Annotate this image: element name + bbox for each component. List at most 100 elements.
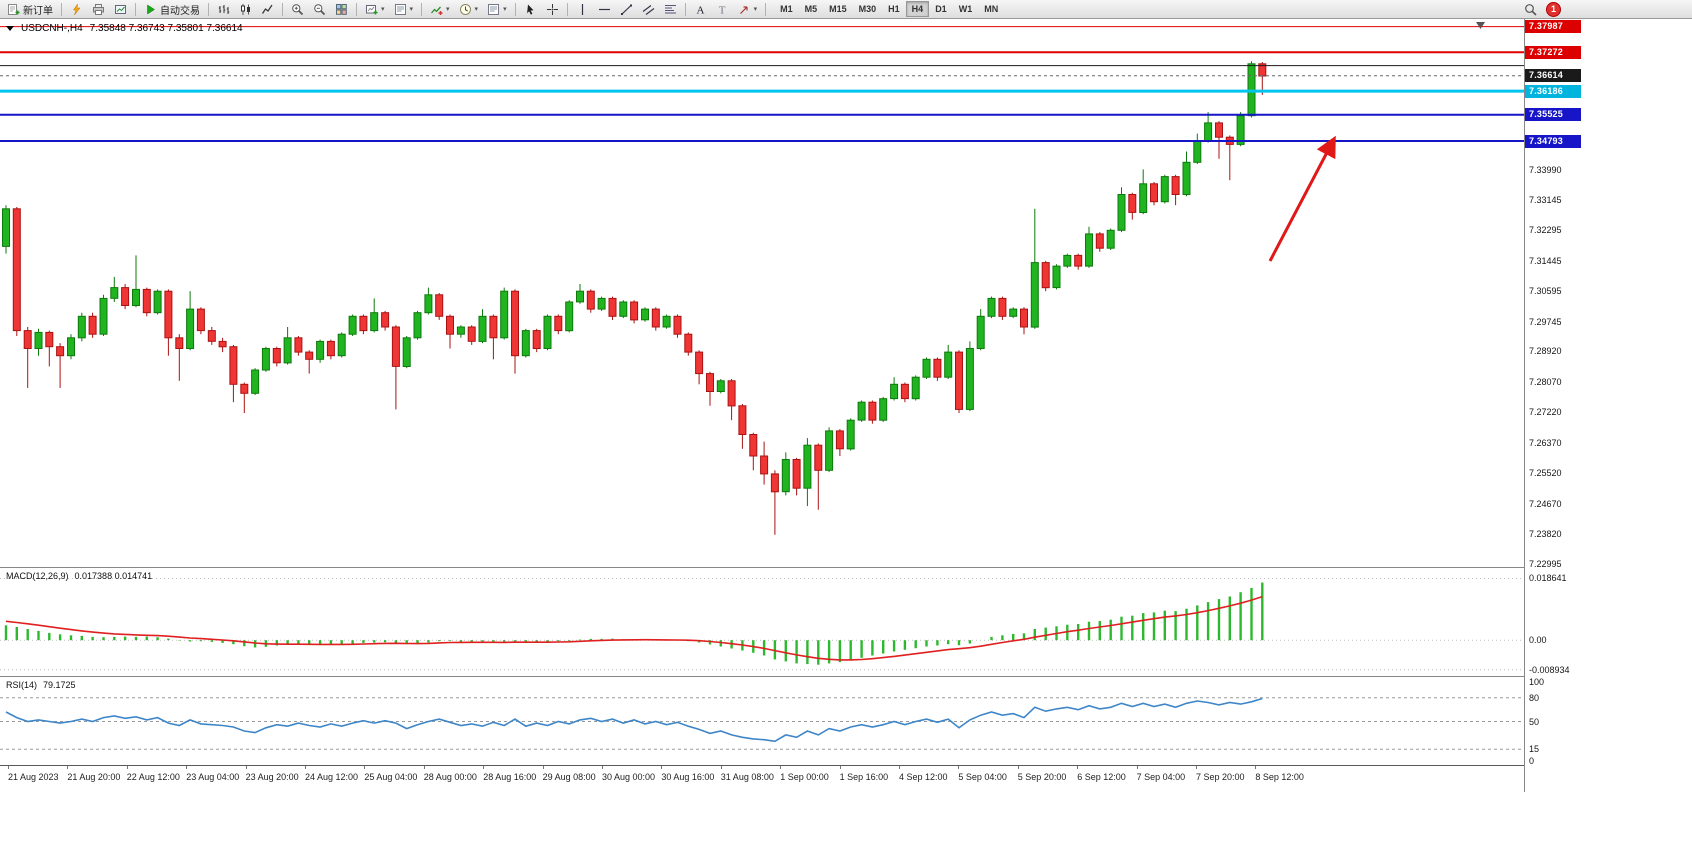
chart-shift-icon — [1476, 22, 1485, 29]
price-axis-label: 7.33145 — [1529, 195, 1562, 206]
line-chart-button[interactable] — [257, 0, 278, 19]
candle-body — [565, 301, 574, 332]
toolbar-separator — [135, 2, 136, 16]
time-axis-label: 23 Aug 20:00 — [245, 772, 299, 782]
rsi-line — [5, 697, 1263, 743]
main-chart-pane[interactable]: USDCNH-,H4 7.35848 7.36743 7.35801 7.366… — [0, 19, 1524, 567]
time-tick — [661, 766, 663, 769]
vertical-line-button[interactable] — [572, 0, 593, 19]
candle-body — [132, 288, 140, 306]
candle-body — [900, 383, 909, 400]
new-order-button[interactable]: 新订单 — [3, 0, 57, 19]
candle-body — [99, 297, 108, 335]
cursor-button[interactable] — [520, 0, 541, 19]
candle-body — [803, 444, 812, 489]
candle-body — [326, 340, 335, 357]
line-chart-icon — [262, 4, 273, 14]
timeframe-w1[interactable]: W1 — [958, 4, 973, 14]
rsi-axis-label: 50 — [1529, 716, 1540, 727]
candle-body — [651, 308, 660, 328]
timeframe-h1[interactable]: H1 — [888, 4, 900, 14]
candle-body — [424, 294, 433, 314]
time-tick — [720, 766, 722, 769]
candle-body — [305, 351, 314, 360]
periods-button[interactable]: ▾ — [455, 0, 483, 19]
new-chart-button[interactable]: ▾ — [361, 0, 389, 19]
timeframe-h4[interactable]: H4 — [905, 1, 930, 17]
indicators-button[interactable]: ▾ — [426, 0, 454, 19]
candle-body — [933, 358, 942, 378]
rsi-axis-label: 100 — [1529, 677, 1545, 687]
autotrading-button[interactable]: 自动交易 — [140, 0, 204, 19]
candle-body — [294, 337, 303, 353]
macd-label: MACD(12,26,9) 0.017388 0.014741 — [6, 571, 152, 581]
tile-windows-button[interactable] — [331, 0, 352, 19]
print-button[interactable] — [88, 0, 109, 19]
candle-body — [121, 287, 130, 307]
candle-body — [727, 380, 736, 407]
one-click-trading-icon[interactable] — [6, 26, 14, 31]
candle-chart-button[interactable] — [235, 0, 256, 19]
text-button[interactable]: A — [690, 0, 711, 19]
price-axis-label: 7.33990 — [1529, 164, 1562, 175]
candle-body — [1063, 254, 1072, 267]
candle-body — [1030, 262, 1039, 328]
zoom-out-button[interactable] — [309, 0, 330, 19]
profiles-button[interactable]: ▾ — [390, 0, 418, 19]
templates-button[interactable]: ▾ — [483, 0, 511, 19]
candle-body — [835, 430, 844, 450]
time-axis-label: 6 Sep 12:00 — [1077, 772, 1126, 782]
time-tick — [542, 766, 544, 769]
timeframe-m30[interactable]: M30 — [858, 4, 877, 14]
search-button[interactable] — [1520, 0, 1541, 19]
candle-body — [1106, 229, 1115, 249]
price-tag: 7.36614 — [1525, 69, 1581, 83]
candle-body — [543, 315, 552, 349]
time-tick — [839, 766, 841, 769]
candle-body — [641, 308, 649, 321]
time-tick — [602, 766, 603, 769]
time-axis[interactable]: 21 Aug 2023 21 Aug 20:00 22 Aug 12:00 23 Au… — [0, 765, 1580, 793]
timeframe-m15[interactable]: M15 — [829, 4, 847, 14]
notification-badge[interactable]: 1 — [1546, 1, 1561, 17]
indicator-add-icon — [431, 6, 443, 15]
label-button[interactable]: T — [712, 0, 733, 19]
profile-button[interactable] — [110, 0, 131, 19]
toolbar-right-group: 1 — [1520, 0, 1561, 19]
bar-chart-button[interactable] — [213, 0, 234, 19]
rsi-pane[interactable]: RSI(14) 79.1725 — [0, 676, 1524, 765]
candle-body — [738, 405, 747, 435]
quick-chart-button[interactable] — [66, 0, 87, 19]
candle-body — [456, 326, 465, 335]
new-order-button-label: 新订单 — [23, 5, 53, 17]
price-axis-label: 7.28920 — [1529, 346, 1562, 357]
macd-signal-line — [5, 595, 1263, 661]
timeframe-m1[interactable]: M1 — [780, 4, 793, 14]
candle-body — [1020, 308, 1028, 328]
arrows-button[interactable]: ▾ — [734, 0, 762, 19]
price-axis[interactable]: 7.33990 7.33145 7.32295 7.31445 7.30595 7.297… — [1524, 19, 1581, 792]
price-axis-label: 7.24670 — [1529, 498, 1562, 509]
horizontal-line-button[interactable] — [594, 0, 615, 19]
fibonacci-icon — [664, 4, 676, 13]
channel-icon — [642, 4, 654, 15]
candle-body — [467, 326, 476, 342]
zoom-in-button[interactable] — [287, 0, 308, 19]
fibonacci-button[interactable] — [660, 0, 681, 19]
trendline-button[interactable] — [616, 0, 637, 19]
svg-text:A: A — [696, 4, 704, 16]
candle-body — [955, 351, 963, 410]
timeframe-d1[interactable]: D1 — [935, 4, 947, 14]
timeframe-mn[interactable]: MN — [984, 4, 999, 14]
crosshair-button[interactable] — [542, 0, 563, 19]
template-list-icon — [394, 3, 406, 15]
crosshair-icon — [546, 3, 558, 15]
candle-body — [1139, 183, 1148, 214]
time-tick — [780, 766, 782, 769]
timeframe-m5[interactable]: M5 — [804, 4, 818, 14]
macd-pane[interactable]: MACD(12,26,9) 0.017388 0.014741 — [0, 567, 1524, 676]
candle-body — [781, 459, 790, 493]
channel-button[interactable] — [638, 0, 659, 19]
time-axis-label: 5 Sep 04:00 — [958, 772, 1007, 782]
toolbar-separator — [421, 2, 423, 16]
